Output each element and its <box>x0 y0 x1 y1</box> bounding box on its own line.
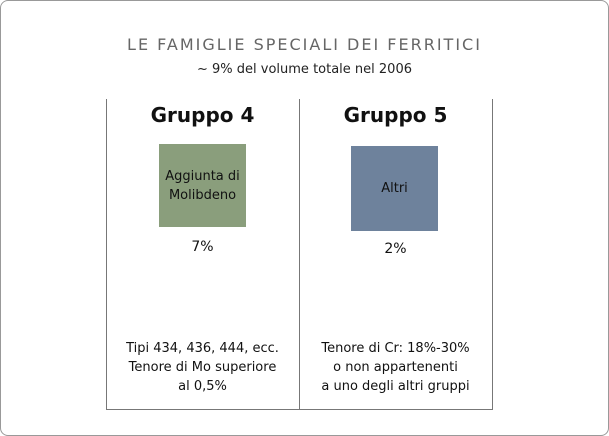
group-box: Aggiunta di Molibdeno <box>159 144 246 227</box>
divider <box>106 409 493 410</box>
box-label: Aggiunta di Molibdeno <box>165 168 240 203</box>
divider <box>299 99 300 410</box>
group-column: Gruppo 4 Aggiunta di Molibdeno 7% Tipi 4… <box>106 99 299 409</box>
title: LE FAMIGLIE SPECIALI DEI FERRITICI <box>127 35 482 54</box>
description-line: Tenore di Cr: 18%-30% <box>321 341 470 356</box>
description-line: o non appartenenti <box>333 360 458 375</box>
description-line: Tenore di Mo superiore <box>128 360 277 375</box>
share: 2% <box>384 241 407 257</box>
subtitle: ~ 9% del volume totale nel 2006 <box>197 62 412 77</box>
group-column: Gruppo 5 Altri 2% Tenore di Cr: 18%-30% … <box>299 99 492 409</box>
share: 7% <box>191 239 214 255</box>
description-line: a uno degli altri gruppi <box>321 379 470 394</box>
group-title: Gruppo 4 <box>150 103 255 127</box>
description: Tenore di Cr: 18%-30% o non appartenenti… <box>299 339 492 396</box>
description-line: al 0,5% <box>178 379 227 394</box>
divider <box>106 99 107 410</box>
description-line: Tipi 434, 436, 444, ecc. <box>126 341 279 356</box>
group-title: Gruppo 5 <box>343 103 448 127</box>
divider <box>492 99 493 410</box>
description: Tipi 434, 436, 444, ecc. Tenore di Mo su… <box>106 339 299 396</box>
group-box: Altri <box>351 146 438 231</box>
box-label: Altri <box>381 181 408 196</box>
